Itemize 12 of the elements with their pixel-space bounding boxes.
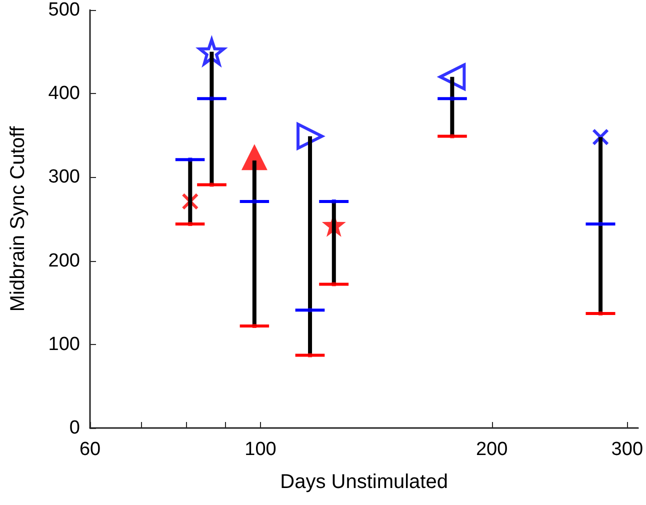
x-tick-label: 200: [476, 439, 508, 460]
y-tick-label: 400: [48, 83, 80, 104]
y-tick-label: 200: [48, 250, 80, 272]
y-tick-label: 300: [48, 166, 80, 188]
x-tick-label: 60: [79, 439, 101, 460]
x-tick-label: 300: [611, 439, 643, 460]
x-axis-title: Days Unstimulated: [280, 471, 448, 493]
y-tick-label: 100: [48, 334, 80, 355]
y-axis-title: Midbrain Sync Cutoff: [7, 126, 29, 312]
y-tick-label: 500: [48, 0, 80, 20]
y-tick-label: 0: [69, 418, 80, 438]
x-tick-label: 100: [244, 439, 276, 460]
